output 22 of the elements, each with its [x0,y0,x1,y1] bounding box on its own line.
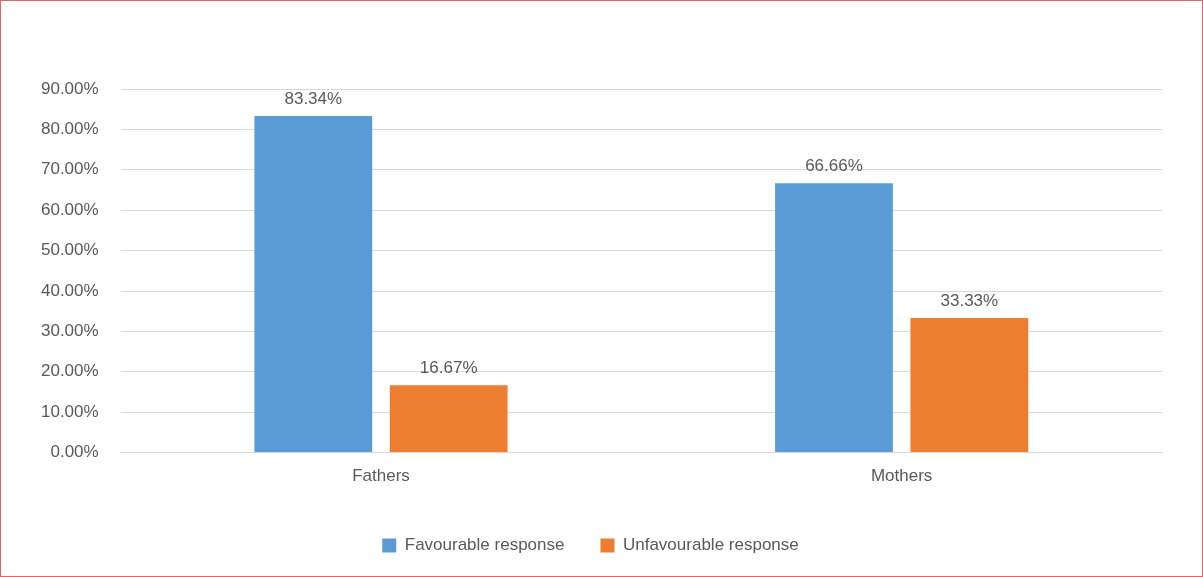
y-tick-label: 0.00% [50,442,99,462]
y-tick-label: 10.00% [40,401,99,421]
bar [910,317,1029,453]
y-tick-label: 50.00% [40,240,99,260]
y-tick-label: 70.00% [40,159,99,179]
data-label: 83.34% [284,89,343,109]
legend-label: Favourable response [404,535,565,555]
x-tick-label: Fathers [352,466,410,486]
y-tick-label: 40.00% [40,280,99,300]
data-label: 16.67% [419,358,478,378]
y-tick-label: 80.00% [40,119,99,139]
data-label: 33.33% [940,291,999,311]
y-tick-label: 30.00% [40,321,99,341]
bar [389,385,508,453]
data-label: 66.66% [805,156,863,176]
y-tick-label: 90.00% [40,78,99,98]
x-tick-label: Mothers [870,466,933,486]
legend-label: Unfavourable response [622,535,799,555]
bar [254,115,373,453]
y-tick-label: 20.00% [40,361,99,381]
bar [775,183,893,453]
y-tick-label: 60.00% [40,199,99,219]
